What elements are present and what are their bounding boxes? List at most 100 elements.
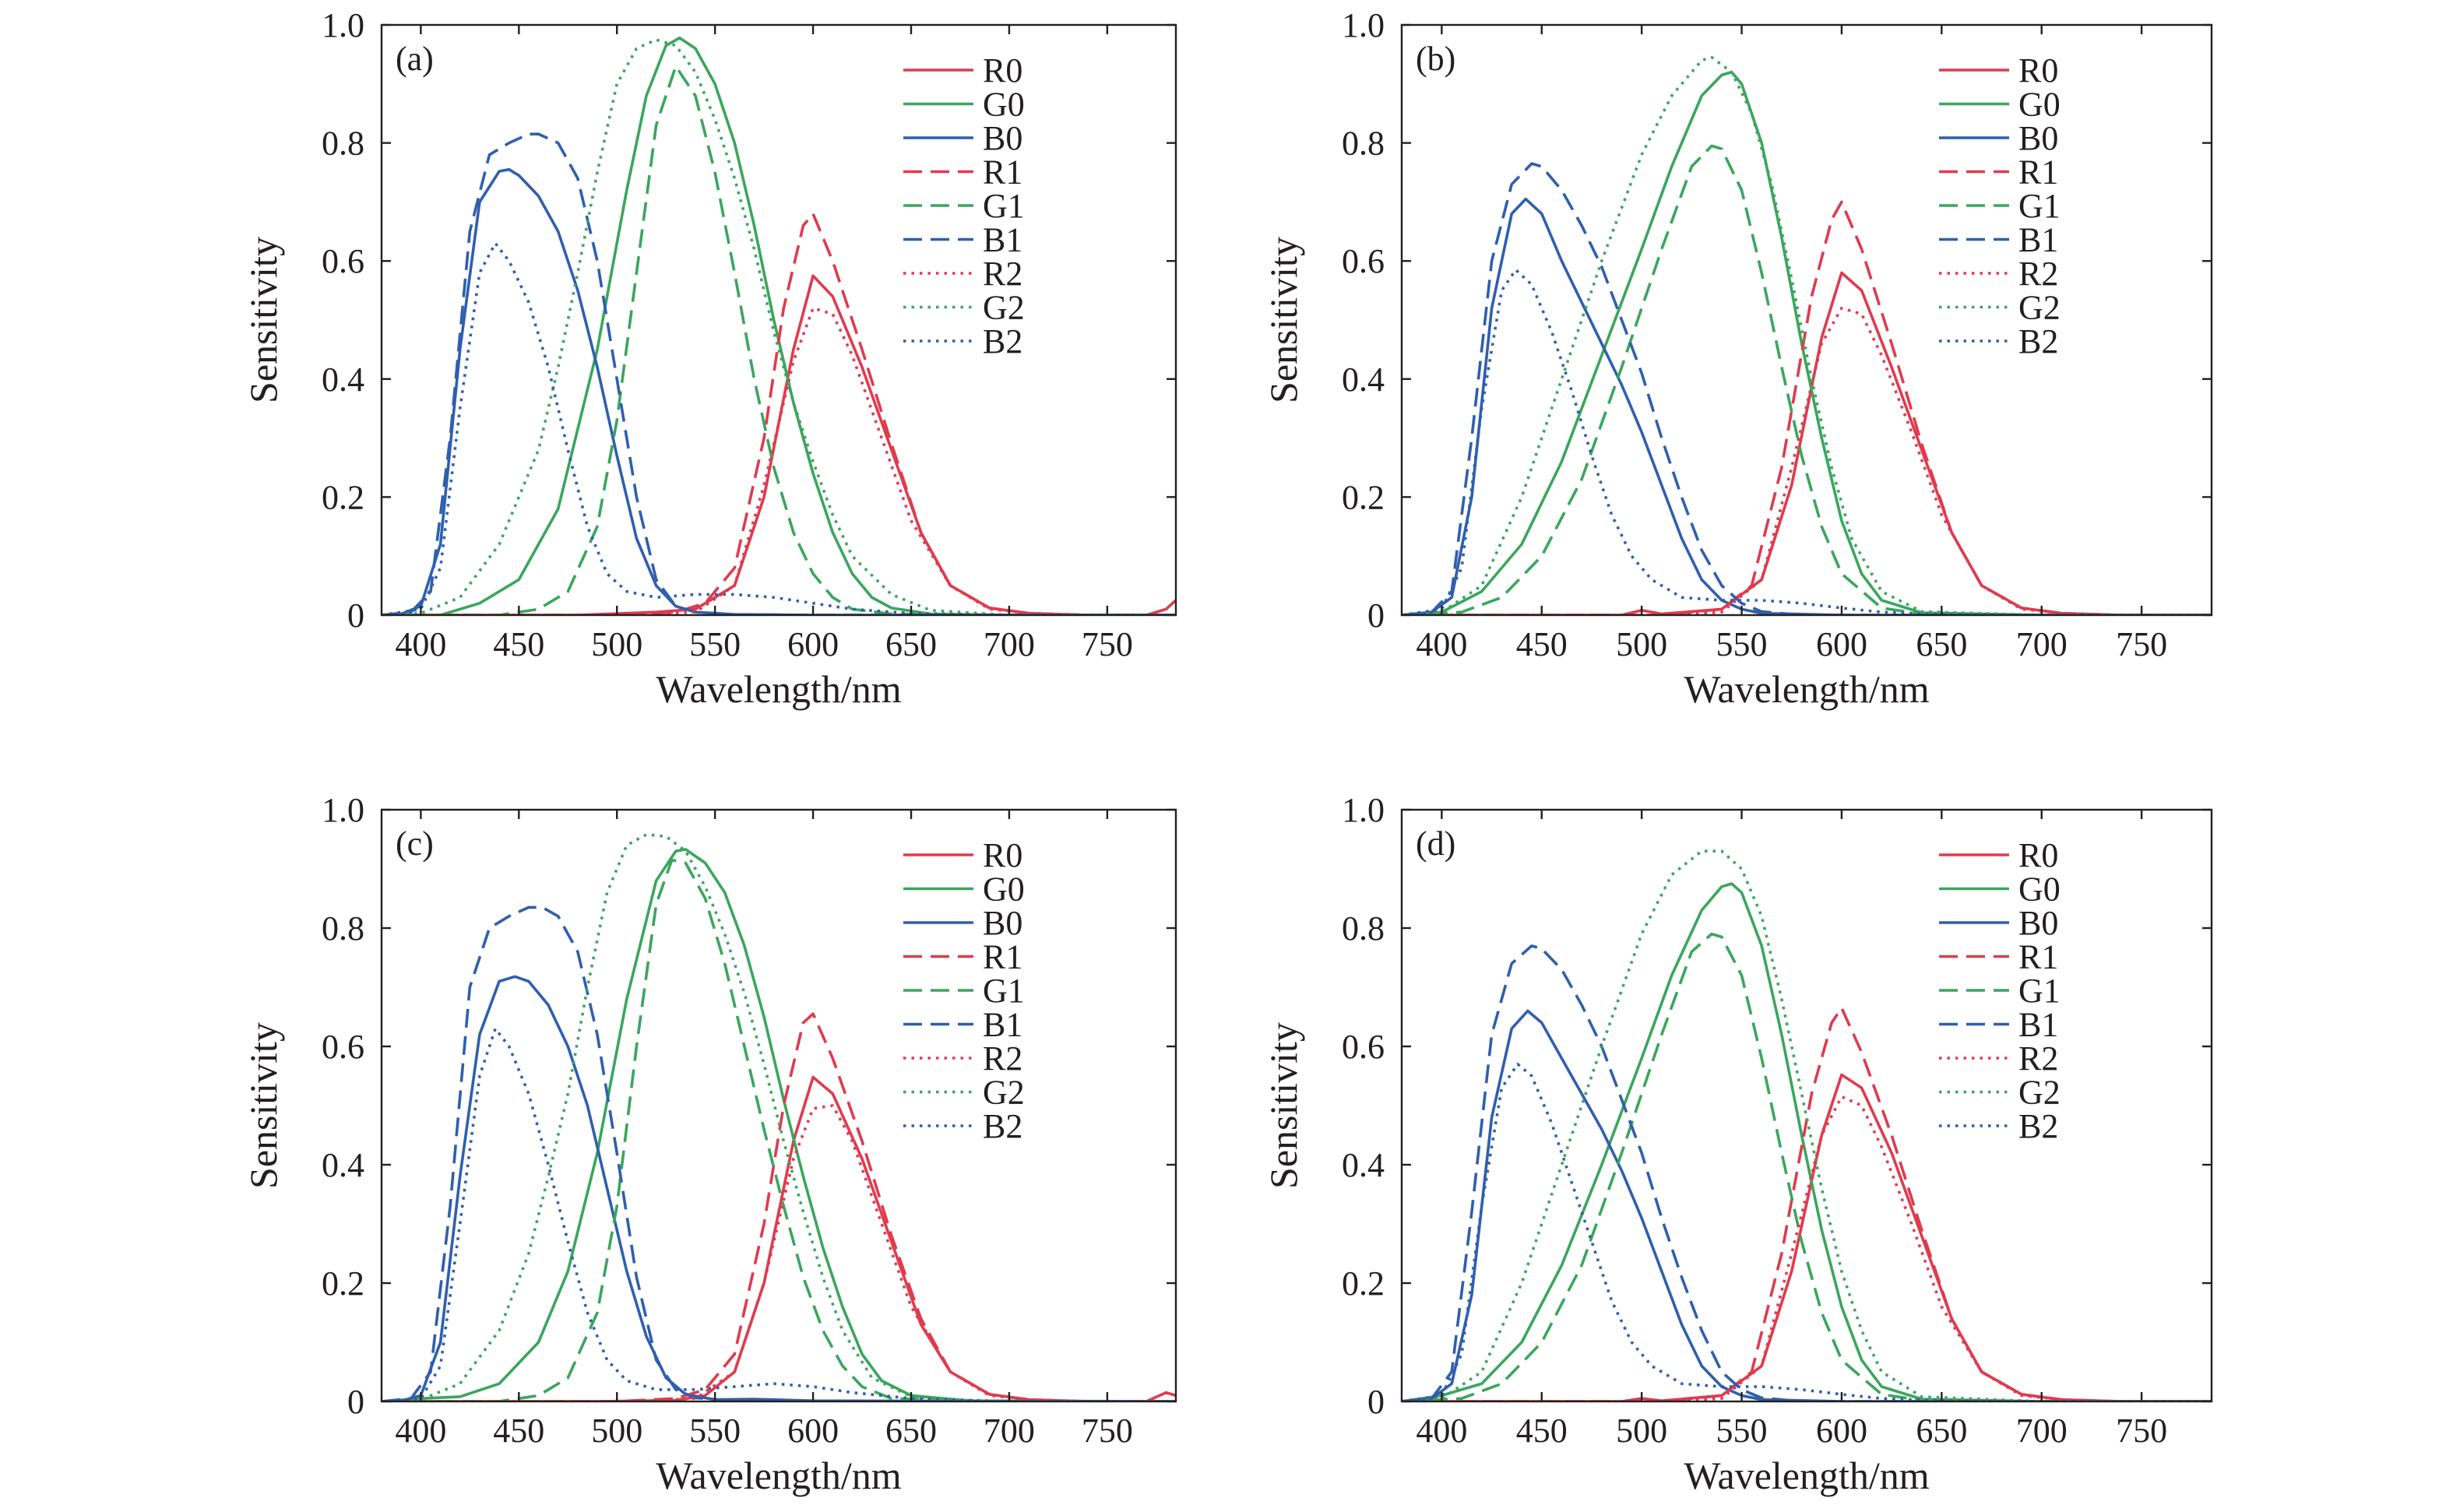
x-tick-label: 400	[395, 625, 446, 663]
x-tick-label: 650	[1916, 625, 1967, 663]
legend-label: R0	[983, 51, 1022, 90]
plot-frame	[1400, 808, 2213, 1403]
chart-panel-1: 400 450 500 550 600 650 700 750 0 0.2 0.4 0.6 0.8 1.0…	[241, 6, 1177, 711]
series-line-g0	[382, 848, 1176, 1401]
x-tick-label: 650	[1916, 1412, 1967, 1450]
x-axis-label: Wavelength/nm	[656, 667, 901, 711]
x-tick-label: 700	[984, 1412, 1035, 1450]
series-line-r2	[1402, 1095, 2212, 1401]
series-line-b1	[382, 905, 1176, 1401]
y-tick-label: 0.4	[322, 360, 364, 399]
series-line-g2	[382, 38, 1176, 615]
plot-frame	[1400, 23, 2213, 617]
legend-label: G2	[983, 1074, 1025, 1112]
x-tick-label: 750	[2116, 1412, 2167, 1450]
y-tick-label: 0.8	[322, 909, 364, 948]
legend-label: G2	[983, 289, 1025, 327]
series-line-g0	[1402, 882, 2212, 1401]
x-tick-label: 600	[787, 1412, 839, 1450]
panel-label: (c)	[396, 825, 434, 863]
legend-label: B0	[2018, 119, 2058, 157]
y-axis-label: Sensitivity	[1262, 1022, 1305, 1189]
series-line-r1	[1402, 200, 2212, 615]
x-tick-label: 500	[591, 625, 642, 663]
legend-label: B1	[2018, 1006, 2058, 1044]
x-tick-label: 650	[885, 625, 937, 663]
legend-label: R2	[2018, 1039, 2058, 1078]
series-line-b2	[1402, 1063, 2212, 1401]
x-tick-label: 400	[395, 1412, 446, 1450]
series-line-b2	[382, 1027, 1176, 1401]
x-tick-label: 500	[591, 1412, 642, 1450]
x-tick-label: 700	[984, 625, 1035, 663]
x-tick-label: 450	[493, 1412, 544, 1450]
legend-label: B2	[983, 322, 1022, 360]
series-line-r2	[382, 1104, 1176, 1401]
x-tick-label: 700	[2016, 625, 2068, 663]
series-lines	[382, 833, 1176, 1401]
y-axis-label: Sensitivity	[241, 237, 285, 403]
legend-label: B2	[983, 1107, 1022, 1145]
series-line-g1	[382, 65, 1176, 615]
x-tick-label: 650	[885, 1412, 937, 1450]
legend-label: R1	[983, 938, 1022, 976]
x-axis-label: Wavelength/nm	[1684, 1454, 1929, 1497]
legend-label: R0	[2018, 836, 2058, 874]
series-line-r2	[382, 306, 1176, 615]
series-line-b1	[1402, 162, 2212, 615]
y-tick-label: 0.8	[1342, 125, 1385, 163]
legend-label: G2	[2018, 289, 2061, 327]
x-tick-label: 600	[1816, 625, 1867, 663]
series-line-g2	[1402, 55, 2212, 615]
series-line-b0	[382, 975, 1176, 1401]
x-tick-label: 500	[1616, 1412, 1667, 1450]
legend-label: G2	[2018, 1074, 2061, 1112]
legend-label: B0	[983, 904, 1022, 942]
panel-label: (d)	[1416, 825, 1455, 863]
chart-panel-2: 400 450 500 550 600 650 700 750 0 0.2 0.4 0.6 0.8 1.0…	[1262, 6, 2213, 711]
chart-panel-4: 400 450 500 550 600 650 700 750 0 0.2 0.4 0.6 0.8 1.0…	[1262, 791, 2213, 1497]
x-tick-label: 700	[2016, 1412, 2068, 1450]
series-line-b1	[382, 132, 1176, 615]
legend-label: B2	[2018, 322, 2058, 360]
series-line-g0	[1402, 70, 2212, 615]
y-tick-label: 0.6	[1342, 1028, 1385, 1066]
x-axis-label: Wavelength/nm	[1684, 667, 1929, 711]
legend-label: R1	[2018, 938, 2058, 976]
legend-label: B1	[983, 1006, 1022, 1044]
legend-label: R2	[2018, 255, 2058, 293]
x-tick-label: 450	[1516, 625, 1568, 663]
legend-label: B0	[983, 119, 1022, 157]
legend-label: G1	[983, 972, 1025, 1010]
legend-label: R1	[983, 153, 1022, 192]
legend-label: B1	[2018, 221, 2058, 259]
y-tick-label: 0.6	[1342, 242, 1385, 280]
legend-label: R1	[2018, 153, 2058, 192]
series-lines	[1402, 849, 2212, 1401]
legend-label: R2	[983, 255, 1022, 293]
legend-label: R2	[983, 1039, 1022, 1078]
series-line-r0	[382, 274, 1176, 615]
x-tick-label: 450	[493, 625, 544, 663]
chart-panel-3: 400 450 500 550 600 650 700 750 0 0.2 0.4 0.6 0.8 1.0…	[241, 791, 1177, 1497]
legend-label: G1	[983, 187, 1025, 225]
series-line-r1	[382, 212, 1176, 615]
x-tick-label: 550	[689, 625, 741, 663]
y-tick-label: 0	[347, 596, 364, 635]
legend-label: G0	[2018, 86, 2061, 124]
y-tick-label: 0	[1367, 596, 1385, 635]
legend-label: G1	[2018, 187, 2061, 225]
series-line-g2	[382, 833, 1176, 1401]
series-line-r2	[1402, 306, 2212, 615]
y-tick-label: 0.2	[1342, 478, 1385, 516]
series-line-g1	[1402, 144, 2212, 615]
series-line-g1	[1402, 932, 2212, 1401]
series-line-r1	[1402, 1006, 2212, 1401]
x-tick-label: 550	[1716, 625, 1768, 663]
y-tick-label: 0.8	[322, 125, 364, 163]
x-tick-label: 750	[1082, 625, 1133, 663]
